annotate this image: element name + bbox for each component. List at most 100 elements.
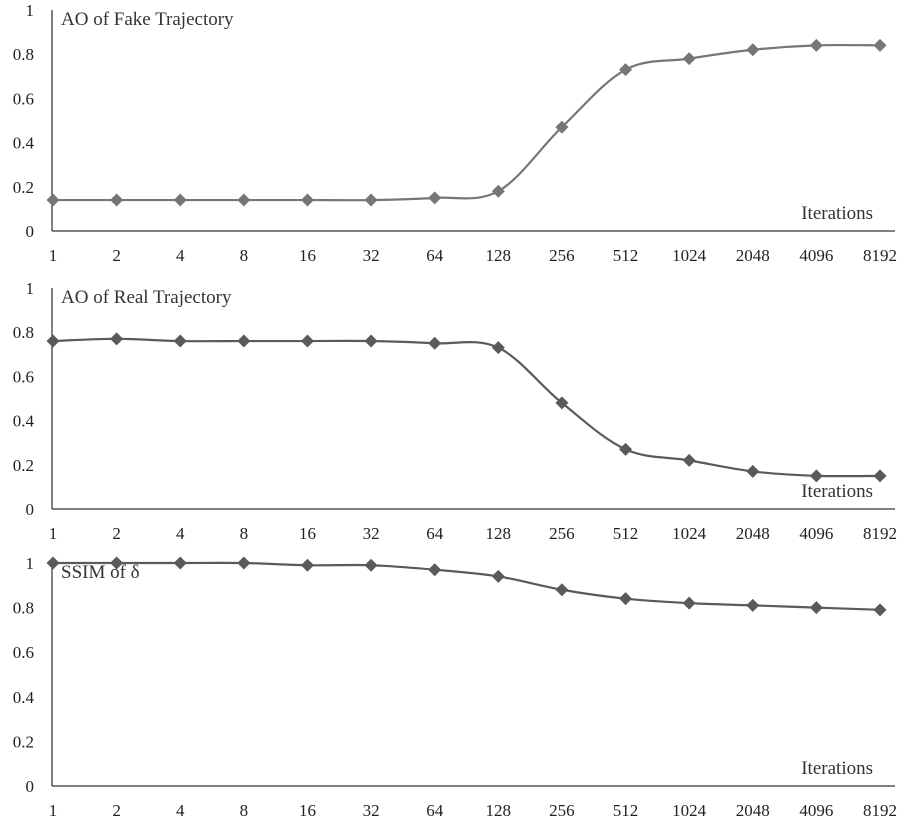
y-tick-label: 0.4 bbox=[13, 134, 35, 153]
y-tick-label: 0.6 bbox=[13, 367, 34, 386]
x-tick-label: 256 bbox=[549, 524, 575, 543]
y-tick-label: 0.8 bbox=[13, 323, 34, 342]
chart-title: AO of Real Trajectory bbox=[61, 287, 232, 308]
data-point-marker bbox=[428, 336, 442, 350]
data-point-marker bbox=[682, 52, 696, 66]
x-tick-label: 4096 bbox=[799, 246, 833, 265]
x-tick-label: 2 bbox=[112, 524, 121, 543]
data-point-marker bbox=[300, 193, 314, 207]
data-point-marker bbox=[237, 193, 251, 207]
data-point-marker bbox=[491, 341, 505, 355]
y-tick-label: 0.4 bbox=[13, 412, 35, 431]
x-tick-label: 128 bbox=[486, 524, 512, 543]
x-tick-label: 256 bbox=[549, 801, 575, 820]
y-tick-label: 0.8 bbox=[13, 45, 34, 64]
data-point-marker bbox=[173, 334, 187, 348]
data-point-marker bbox=[682, 453, 696, 467]
data-point-marker bbox=[619, 442, 633, 456]
x-tick-label: 4096 bbox=[799, 524, 833, 543]
x-axis-label: Iterations bbox=[801, 203, 873, 224]
data-point-marker bbox=[555, 583, 569, 597]
x-axis-label: Iterations bbox=[801, 758, 873, 779]
data-point-marker bbox=[173, 193, 187, 207]
x-axis-label: Iterations bbox=[801, 481, 873, 502]
x-tick-label: 16 bbox=[299, 524, 316, 543]
x-tick-label: 4 bbox=[176, 801, 185, 820]
y-tick-label: 0.8 bbox=[13, 599, 34, 618]
x-tick-label: 1024 bbox=[672, 801, 707, 820]
data-point-marker bbox=[746, 43, 760, 57]
y-tick-label: 0.6 bbox=[13, 643, 34, 662]
x-tick-label: 2048 bbox=[736, 524, 770, 543]
x-tick-label: 4096 bbox=[799, 801, 833, 820]
x-tick-label: 512 bbox=[613, 801, 639, 820]
x-tick-label: 8192 bbox=[863, 524, 897, 543]
data-point-marker bbox=[110, 193, 124, 207]
x-tick-label: 8192 bbox=[863, 246, 897, 265]
data-point-marker bbox=[555, 396, 569, 410]
x-tick-label: 2 bbox=[112, 801, 121, 820]
data-point-marker bbox=[237, 334, 251, 348]
data-point-marker bbox=[46, 556, 60, 570]
data-point-marker bbox=[555, 120, 569, 134]
data-point-marker bbox=[110, 332, 124, 346]
x-tick-label: 128 bbox=[486, 246, 512, 265]
chart-title: AO of Fake Trajectory bbox=[61, 9, 234, 30]
x-tick-label: 8192 bbox=[863, 801, 897, 820]
series-line bbox=[52, 337, 881, 478]
data-point-marker bbox=[619, 63, 633, 77]
data-point-marker bbox=[46, 193, 60, 207]
data-point-marker bbox=[619, 592, 633, 606]
y-tick-label: 0.6 bbox=[13, 89, 34, 108]
data-point-marker bbox=[873, 469, 887, 483]
x-tick-label: 64 bbox=[426, 524, 444, 543]
x-tick-label: 32 bbox=[363, 246, 380, 265]
y-tick-label: 0 bbox=[26, 777, 35, 796]
data-point-marker bbox=[300, 558, 314, 572]
x-tick-label: 1 bbox=[49, 801, 58, 820]
x-tick-label: 2 bbox=[112, 246, 121, 265]
x-tick-label: 64 bbox=[426, 801, 444, 820]
x-tick-label: 512 bbox=[613, 246, 639, 265]
chart-title: SSIM of δ bbox=[61, 562, 140, 583]
y-tick-label: 1 bbox=[26, 279, 35, 298]
y-tick-label: 0.4 bbox=[13, 688, 35, 707]
data-point-marker bbox=[809, 469, 823, 483]
data-point-marker bbox=[364, 193, 378, 207]
y-tick-label: 0.2 bbox=[13, 456, 34, 475]
y-tick-label: 0.2 bbox=[13, 178, 34, 197]
y-tick-label: 0 bbox=[26, 222, 35, 241]
x-tick-label: 4 bbox=[176, 246, 185, 265]
y-tick-label: 1 bbox=[26, 554, 35, 573]
data-point-marker bbox=[809, 38, 823, 52]
y-tick-label: 0 bbox=[26, 500, 35, 519]
series-line bbox=[52, 561, 881, 611]
x-tick-label: 2048 bbox=[736, 801, 770, 820]
data-point-marker bbox=[110, 556, 124, 570]
x-tick-label: 8 bbox=[240, 801, 249, 820]
data-point-marker bbox=[491, 569, 505, 583]
x-tick-label: 64 bbox=[426, 246, 444, 265]
data-point-marker bbox=[746, 598, 760, 612]
x-tick-label: 32 bbox=[363, 801, 380, 820]
data-point-marker bbox=[809, 601, 823, 615]
x-tick-label: 1024 bbox=[672, 524, 707, 543]
x-tick-label: 4 bbox=[176, 524, 185, 543]
y-tick-label: 0.2 bbox=[13, 732, 34, 751]
data-point-marker bbox=[682, 596, 696, 610]
data-point-marker bbox=[46, 334, 60, 348]
data-point-marker bbox=[873, 38, 887, 52]
series-line bbox=[53, 43, 881, 202]
y-tick-label: 1 bbox=[26, 1, 35, 20]
x-tick-label: 2048 bbox=[736, 246, 770, 265]
data-point-marker bbox=[364, 558, 378, 572]
data-point-marker bbox=[173, 556, 187, 570]
x-tick-label: 256 bbox=[549, 246, 575, 265]
data-point-marker bbox=[746, 464, 760, 478]
x-tick-label: 1 bbox=[49, 524, 58, 543]
x-tick-label: 16 bbox=[299, 246, 316, 265]
data-point-marker bbox=[364, 334, 378, 348]
x-tick-label: 128 bbox=[486, 801, 512, 820]
